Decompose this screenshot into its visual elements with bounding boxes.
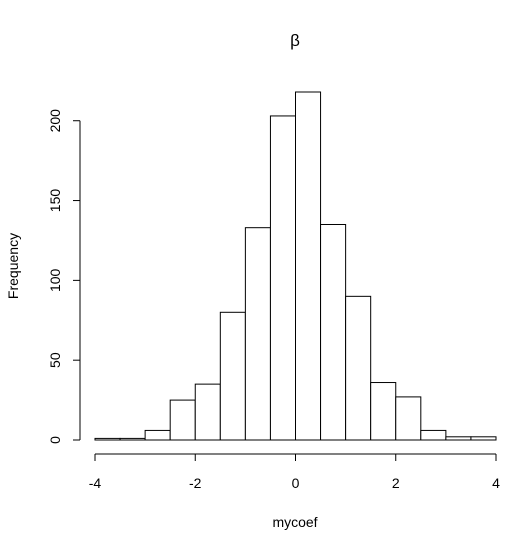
histogram-bar: [119, 437, 146, 441]
y-tick-label: 150: [47, 189, 63, 213]
x-axis-label: mycoef: [272, 514, 317, 530]
histogram-bar: [169, 399, 196, 441]
x-tick-label: 0: [292, 475, 300, 491]
x-tick-label: -2: [189, 475, 202, 491]
histogram-bar: [219, 311, 246, 441]
y-tick-label: 100: [47, 268, 63, 292]
histogram-bar: [420, 429, 447, 441]
histogram-bar: [345, 295, 372, 441]
histogram-bar: [244, 227, 271, 441]
x-tick-label: 4: [492, 475, 500, 491]
y-axis: 0 50 100 150 200: [47, 109, 81, 444]
chart-title: β: [290, 31, 300, 50]
histogram-bar: [370, 382, 397, 441]
histogram-bar: [194, 383, 221, 441]
histogram-bar: [94, 437, 121, 441]
histogram-bars: [94, 91, 497, 441]
x-tick-label: -4: [89, 475, 102, 491]
histogram-bar: [470, 436, 497, 441]
histogram-bar: [395, 396, 422, 441]
y-tick-label: 50: [47, 352, 63, 368]
y-axis-label: Frequency: [5, 233, 21, 299]
y-tick-label: 200: [47, 109, 63, 133]
x-axis: -4 -2 0 2 4: [89, 453, 500, 491]
histogram-bar: [445, 436, 472, 441]
histogram-bar: [320, 223, 347, 441]
histogram-bar: [295, 91, 322, 441]
histogram-bar: [269, 115, 296, 441]
y-tick-label: 0: [47, 436, 63, 444]
histogram-bar: [144, 429, 171, 441]
x-tick-label: 2: [392, 475, 400, 491]
